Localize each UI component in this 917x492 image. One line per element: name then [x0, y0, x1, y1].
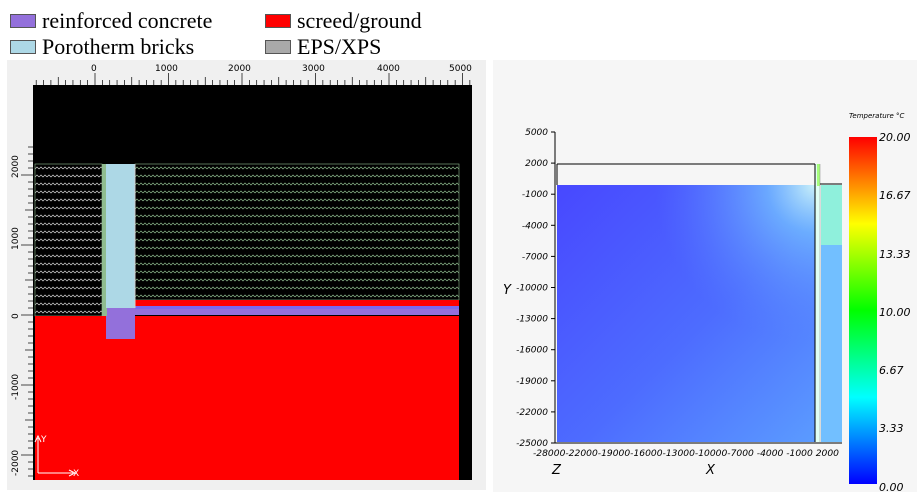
y-tick-label: -1000 [522, 190, 548, 200]
wall-strip [815, 164, 820, 442]
legend-label: screed/ground [297, 8, 422, 33]
y-tick-label: 5000 [525, 128, 548, 138]
top-tick-label: 3000 [302, 64, 325, 74]
legend-label: EPS/XPS [297, 34, 382, 59]
eps-region-right [134, 163, 460, 301]
y-tick-label: -19000 [516, 377, 548, 387]
temperature-field-warm-zone [557, 185, 815, 442]
axis-y-label: Y [40, 435, 47, 445]
legend-item-eps-xps: EPS/XPS [265, 36, 381, 58]
y-axis-label: Y [503, 283, 512, 298]
legend-item-screed-ground: screed/ground [265, 10, 422, 32]
z-axis-label: Z [551, 463, 562, 478]
colorbar-title: Temperature °C [849, 112, 905, 120]
left-tick-label: -1000 [11, 374, 21, 400]
top-tick-label: 2000 [228, 64, 251, 74]
geometry-canvas: 0 1000 2000 3000 4000 5000 2000 1000 0 -… [11, 64, 472, 480]
y-tick-label: -25000 [516, 439, 548, 449]
colorbar-label: 20.00 [879, 131, 911, 144]
axis-gizmo-icon: Y X [34, 434, 79, 479]
y-tick-label: -13000 [516, 315, 548, 325]
colorbar-label: 3.33 [879, 422, 904, 435]
porotherm-wall [106, 164, 135, 308]
temperature-canvas: 5000 2000 -1000 -4000 -7000 -10000 -13000 -1600… [503, 112, 911, 492]
geometry-view[interactable]: 0 1000 2000 3000 4000 5000 2000 1000 0 -… [7, 60, 486, 490]
foundation [106, 308, 135, 339]
left-tick-label: 2000 [11, 155, 21, 178]
y-axis-ticks: 5000 2000 -1000 -4000 -7000 -10000 -13000 -1600… [516, 128, 555, 449]
x-axis-label: X [705, 463, 716, 478]
colorbar-label: 10.00 [879, 306, 911, 319]
colorbar-label: 6.67 [879, 364, 904, 377]
left-ruler [21, 146, 33, 477]
y-tick-label: -10000 [516, 284, 548, 294]
ground-region [35, 316, 459, 480]
floor-slab-top [135, 306, 459, 309]
left-tick-label: 1000 [11, 227, 21, 250]
legend-swatch [265, 40, 291, 54]
temperature-view[interactable]: 5000 2000 -1000 -4000 -7000 -10000 -13000 -1600… [493, 60, 917, 492]
colorbar-label: 16.67 [879, 189, 911, 202]
colorbar [849, 137, 877, 484]
legend-item-reinforced-concrete: reinforced concrete [10, 10, 212, 32]
material-legend: reinforced concrete screed/ground Poroth… [0, 0, 470, 60]
legend-label: reinforced concrete [42, 8, 213, 33]
axis-x-label: X [73, 469, 79, 479]
wall-insulation [102, 164, 107, 316]
top-tick-label: 4000 [377, 64, 400, 74]
x-tick-labels: -28000-22000-19000-16000-13000-10000-700… [533, 449, 839, 459]
legend-item-porotherm-bricks: Porotherm bricks [10, 36, 194, 58]
colorbar-label: 0.00 [879, 481, 904, 492]
legend-swatch [10, 40, 36, 54]
y-tick-label: -22000 [516, 408, 548, 418]
top-tick-label: 0 [91, 64, 97, 74]
top-ruler [35, 73, 471, 85]
top-tick-label: 5000 [449, 64, 472, 74]
floor-slab [103, 306, 459, 315]
left-tick-label: -2000 [11, 450, 21, 476]
interior-field [821, 185, 842, 442]
colorbar-label: 13.33 [879, 248, 911, 261]
legend-swatch [265, 14, 291, 28]
y-tick-label: -7000 [522, 252, 548, 262]
eps-region-left [34, 163, 103, 317]
legend-swatch [10, 14, 36, 28]
y-tick-label: -16000 [516, 346, 548, 356]
legend-label: Porotherm bricks [42, 34, 195, 59]
top-tick-label: 1000 [155, 64, 178, 74]
y-tick-label: 2000 [525, 159, 548, 169]
y-tick-label: -4000 [522, 221, 548, 231]
left-tick-label: 0 [11, 313, 21, 319]
screed-strip [135, 300, 459, 306]
